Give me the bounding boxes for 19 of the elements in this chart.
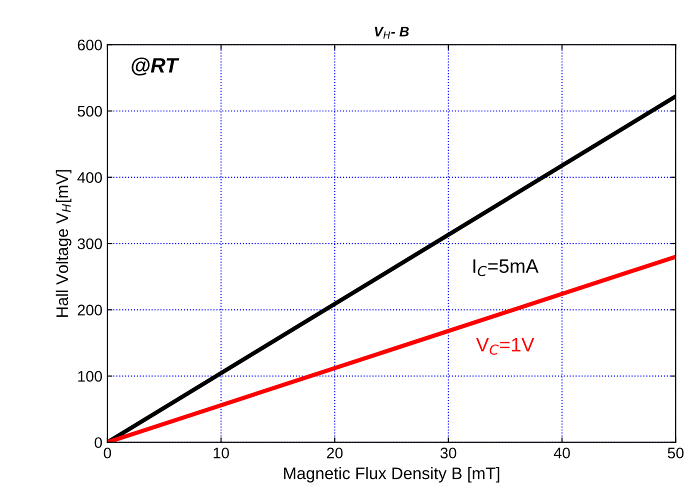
- y-tick-label: 200: [78, 304, 102, 316]
- x-tick-label: 40: [554, 448, 570, 458]
- y-tick-label: 300: [78, 238, 102, 250]
- x-axis-title: Magnetic Flux Density B [mT]: [284, 466, 500, 483]
- x-tick-label: 20: [326, 448, 343, 458]
- x-tick-label: 10: [214, 448, 229, 458]
- y-tick-label: 400: [77, 172, 102, 183]
- x-tick-label: 30: [440, 448, 456, 458]
- y-tick-label: 0: [94, 437, 102, 448]
- x-tick-label: 0: [104, 448, 112, 458]
- series-label: I$_{C}$=5mA: [473, 259, 539, 276]
- y-tick-label: 100: [78, 370, 102, 382]
- chart-title: V$_{H}$- B: [374, 26, 409, 39]
- y-axis-title: Hall Voltage V$_{H}$[mV]: [56, 170, 72, 317]
- y-tick-label: 500: [78, 106, 102, 117]
- x-tick-label: 50: [668, 448, 684, 458]
- series-label: V$_{C}$=1V: [476, 338, 534, 355]
- annotation: @RT: [132, 57, 180, 76]
- y-tick-label: 600: [78, 40, 102, 50]
